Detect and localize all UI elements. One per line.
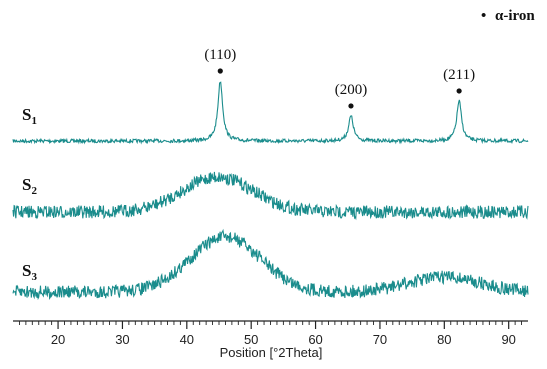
x-tick-label: 30: [115, 332, 129, 347]
x-tick-label: 70: [373, 332, 387, 347]
peak-dot-2: [348, 103, 354, 109]
series-trace-1: [12, 81, 529, 145]
peak-annotation-layer: (110) (200) (211): [204, 47, 475, 109]
x-tick-label: 50: [244, 332, 258, 347]
x-tick-label: 80: [437, 332, 451, 347]
peak-dot-1: [217, 68, 223, 74]
x-tick-label: 40: [180, 332, 194, 347]
trace-layer: [12, 81, 529, 301]
x-tick-label: 60: [308, 332, 322, 347]
x-tick-label: 20: [51, 332, 65, 347]
x-axis-title: Position [°2Theta]: [220, 345, 323, 360]
legend-label: α-iron: [495, 8, 535, 24]
series-trace-2: [12, 171, 529, 221]
sample-label-layer: S1 S2 S3: [22, 105, 37, 283]
x-tick-label: 90: [501, 332, 515, 347]
peak-label-3: (211): [443, 67, 475, 83]
peak-label-2: (200): [335, 82, 368, 98]
series-label-2: S2: [22, 175, 37, 197]
x-axis: 20 30 40 50 60 70 80 90: [13, 320, 528, 347]
peak-label-1: (110): [204, 47, 236, 63]
legend: • α-iron: [481, 8, 535, 24]
series-trace-3: [12, 228, 529, 301]
series-label-3: S3: [22, 261, 37, 283]
peak-dot-3: [456, 88, 462, 94]
series-label-1: S1: [22, 105, 37, 127]
x-tick-layer: 20 30 40 50 60 70 80 90: [18, 321, 523, 347]
legend-marker: •: [481, 8, 486, 24]
